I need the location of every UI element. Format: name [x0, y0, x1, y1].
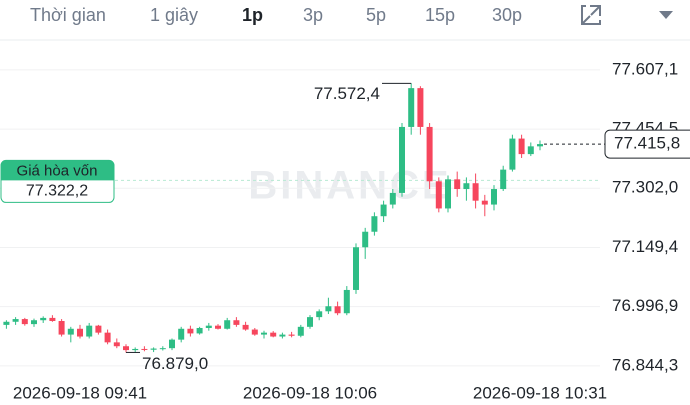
y-tick-label: 76.996,9 [612, 296, 678, 315]
toolbar-item[interactable]: 30p [492, 5, 522, 25]
x-tick-label: 2026-09-18 10:06 [243, 383, 377, 402]
candle-body [178, 328, 185, 340]
candle-body [40, 317, 47, 321]
candle-body [58, 321, 65, 335]
candle-body [380, 204, 387, 217]
candle-body [205, 325, 212, 328]
toolbar-item[interactable]: 3p [303, 5, 323, 25]
candle-body [288, 334, 295, 336]
candle-body [481, 200, 488, 205]
candle-body [123, 346, 129, 351]
candle-body [362, 231, 369, 248]
candle-body [95, 325, 102, 333]
candle-body [527, 146, 534, 155]
candle-body [399, 126, 405, 193]
candle-body [31, 320, 37, 325]
candle-body [463, 183, 470, 190]
candle-body [159, 348, 166, 350]
candle-body [307, 317, 313, 327]
candle-body [270, 332, 277, 337]
candle-body [371, 216, 378, 232]
toolbar-item[interactable]: 1p [242, 5, 263, 25]
toolbar-item[interactable]: Thời gian [30, 5, 106, 25]
candle-body [86, 325, 93, 337]
last-price-box [604, 129, 690, 159]
candle-body [251, 329, 258, 335]
dropdown-arrow[interactable] [659, 11, 673, 19]
toolbar: Thời gian 1 giây 1p 3p 5p 15p 30p [30, 5, 522, 25]
toolbar-item[interactable]: 1 giây [150, 5, 198, 25]
candle-body [537, 144, 543, 147]
plot: 77.607,177.454,577.302,077.149,476.996,9… [0, 59, 690, 402]
candle-body [408, 88, 415, 127]
break-even-title: Giá hòa vốn [17, 162, 98, 179]
break-even-header [1, 160, 115, 181]
candle-body [215, 325, 221, 329]
candle-body [233, 320, 240, 325]
high-marker-label: 77.572,4 [314, 84, 380, 103]
toolbar-item[interactable]: 5p [366, 5, 386, 25]
candle-body [12, 319, 19, 322]
candle-body [343, 289, 350, 314]
candle-body [316, 311, 323, 318]
candle-body [196, 327, 203, 334]
candle-body [3, 321, 10, 325]
candle-body [334, 306, 341, 314]
candle-body [518, 138, 525, 155]
candle-body [491, 189, 497, 205]
candle-body [77, 328, 83, 337]
candle-body [297, 326, 304, 336]
y-tick-label: 77.302,0 [612, 178, 678, 197]
candle-body [426, 126, 433, 182]
candle-body [389, 192, 396, 205]
candle-body [472, 183, 479, 201]
candle-body [435, 181, 442, 209]
candle-body [454, 179, 461, 190]
x-tick-label: 2026-09-18 09:41 [13, 383, 147, 402]
candle-body [224, 320, 231, 329]
low-marker-label: 76.879,0 [142, 354, 208, 373]
candle-body [169, 339, 175, 349]
candle-body [353, 247, 359, 290]
y-tick-label: 76.844,3 [612, 355, 678, 374]
candle-body [500, 169, 507, 190]
candle-body [279, 334, 286, 337]
y-tick-label: 77.607,1 [612, 59, 678, 78]
candle-body [242, 324, 249, 330]
candle-body [187, 328, 194, 334]
x-tick-label: 2026-09-18 10:31 [473, 383, 607, 402]
toolbar-item[interactable]: 15p [425, 5, 455, 25]
candle-body [113, 342, 120, 347]
candle-body [67, 328, 74, 335]
watermark: BINANCE [248, 164, 451, 208]
candle-body [21, 319, 28, 325]
candle-body [49, 317, 56, 322]
y-tick-label: 77.149,4 [612, 237, 678, 256]
expand-icon[interactable] [581, 5, 601, 25]
candle-body [104, 332, 111, 343]
expand-glyph [581, 5, 601, 25]
candle-body [261, 332, 267, 335]
candle-body [325, 306, 332, 312]
candle-body [132, 348, 139, 351]
candle-body [445, 179, 451, 209]
candle-body [417, 88, 424, 127]
break-even-value: 77.322,2 [26, 183, 88, 200]
candle-body [150, 348, 157, 350]
candle-body [509, 138, 516, 170]
last-price-label: 77.415,8 [614, 134, 680, 153]
candle-body [141, 348, 148, 350]
